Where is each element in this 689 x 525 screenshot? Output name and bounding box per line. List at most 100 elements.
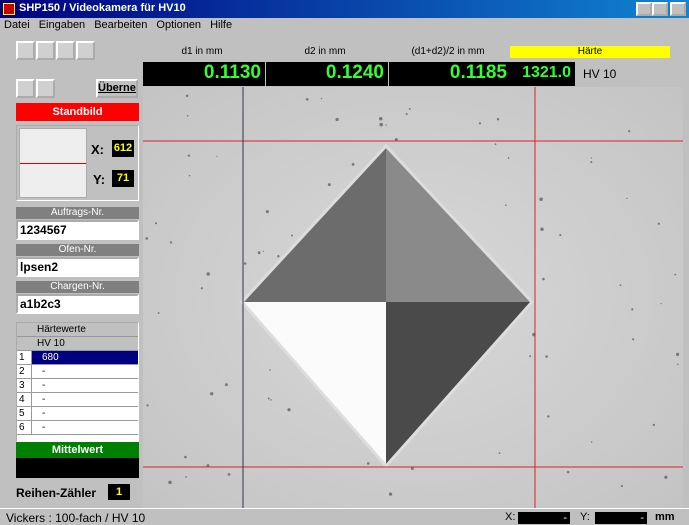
table-row[interactable]: 2- — [17, 365, 138, 379]
speck — [386, 124, 387, 125]
row-index: 2 — [17, 365, 32, 378]
app-icon — [3, 3, 15, 15]
status-text: Vickers : 100-fach / HV 10 — [6, 511, 145, 525]
speck — [674, 274, 676, 276]
menu-item[interactable]: Hilfe — [210, 18, 232, 33]
speck — [406, 113, 408, 115]
menu-item[interactable]: Bearbeiten — [94, 18, 147, 33]
speck — [189, 175, 191, 177]
speck — [225, 383, 228, 386]
speck — [184, 456, 187, 459]
table-row[interactable]: 4- — [17, 393, 138, 407]
menu-item[interactable]: Eingaben — [39, 18, 86, 33]
menu-item[interactable]: Optionen — [156, 18, 201, 33]
speck — [328, 183, 331, 186]
speck — [495, 143, 497, 145]
table-unit: HV 10 — [17, 337, 138, 351]
speck — [542, 278, 545, 281]
speck — [505, 204, 507, 206]
x-value: 612 — [112, 140, 134, 157]
mean-value — [16, 458, 139, 478]
speck — [206, 272, 209, 275]
speck — [479, 122, 481, 124]
speck — [170, 241, 172, 243]
mean-label: Mittelwert — [16, 442, 139, 458]
speck — [258, 251, 261, 254]
table-row[interactable]: 5- — [17, 407, 138, 421]
row-value: 680 — [32, 351, 59, 364]
row-value: - — [32, 393, 45, 406]
speck — [168, 481, 172, 485]
maximize-button[interactable] — [652, 2, 668, 16]
speck — [379, 123, 383, 127]
measure-label: d2 in mm — [266, 44, 384, 60]
speck — [497, 118, 499, 120]
menu-bar: Datei Eingaben Bearbeiten Optionen Hilfe — [0, 18, 689, 33]
speck — [559, 234, 561, 236]
row-index: 1 — [17, 351, 32, 364]
speck — [207, 464, 210, 467]
mode-label: Standbild — [16, 103, 139, 121]
measure-value: 0.1240 — [266, 62, 388, 86]
speck — [626, 198, 627, 199]
speck — [321, 98, 322, 99]
speck — [631, 308, 633, 310]
speck — [620, 284, 622, 286]
y-label: Y: — [93, 172, 105, 187]
tool-button[interactable] — [16, 79, 35, 98]
measure-value: 0.1185 — [389, 62, 511, 86]
table-header: Härtewerte — [17, 323, 138, 337]
hardness-label: Härte — [510, 46, 670, 58]
x-label: X: — [91, 142, 104, 157]
field-label: Chargen-Nr. — [16, 281, 139, 293]
speck — [409, 108, 411, 110]
speck — [201, 287, 203, 289]
close-button[interactable] — [670, 2, 686, 16]
speck — [155, 222, 157, 224]
speck — [499, 452, 501, 454]
speck — [379, 117, 383, 121]
row-index: 6 — [17, 421, 32, 434]
speck — [185, 476, 187, 478]
preview — [19, 128, 87, 198]
speck — [188, 154, 190, 156]
speck — [653, 424, 655, 426]
minimize-button[interactable] — [636, 2, 652, 16]
table-row[interactable]: 3- — [17, 379, 138, 393]
speck — [628, 130, 630, 132]
row-value: - — [32, 365, 45, 378]
tool-button[interactable] — [56, 41, 75, 60]
apply-button[interactable]: Übernehme — [96, 79, 138, 98]
menu-item[interactable]: Datei — [4, 18, 30, 33]
speck — [545, 355, 548, 358]
speck — [539, 198, 542, 201]
row-value: - — [32, 407, 45, 420]
tool-button[interactable] — [36, 41, 55, 60]
speck — [266, 210, 269, 213]
speck — [263, 251, 264, 252]
field-input[interactable]: 1234567 — [16, 220, 139, 240]
left-panel: Übernehme Standbild X: 612 Y: 71 Auftrag… — [0, 35, 141, 505]
speck — [287, 408, 290, 411]
speck — [658, 223, 660, 225]
hardness-value: 1321.0 — [510, 62, 575, 86]
speck — [228, 473, 231, 476]
field-label: Auftrags-Nr. — [16, 207, 139, 219]
field-input[interactable]: a1b2c3 — [16, 294, 139, 314]
speck — [352, 163, 355, 166]
tool-button[interactable] — [16, 41, 35, 60]
tool-button[interactable] — [76, 41, 95, 60]
speck — [389, 492, 392, 495]
y-value: 71 — [112, 170, 134, 187]
speck — [591, 441, 593, 443]
speck — [540, 227, 543, 230]
field-input[interactable]: lpsen2 — [16, 257, 139, 277]
speck — [664, 476, 667, 479]
speck — [187, 115, 189, 117]
table-row[interactable]: 6- — [17, 421, 138, 435]
speck — [508, 157, 510, 159]
speck — [411, 467, 414, 470]
tool-button[interactable] — [36, 79, 55, 98]
